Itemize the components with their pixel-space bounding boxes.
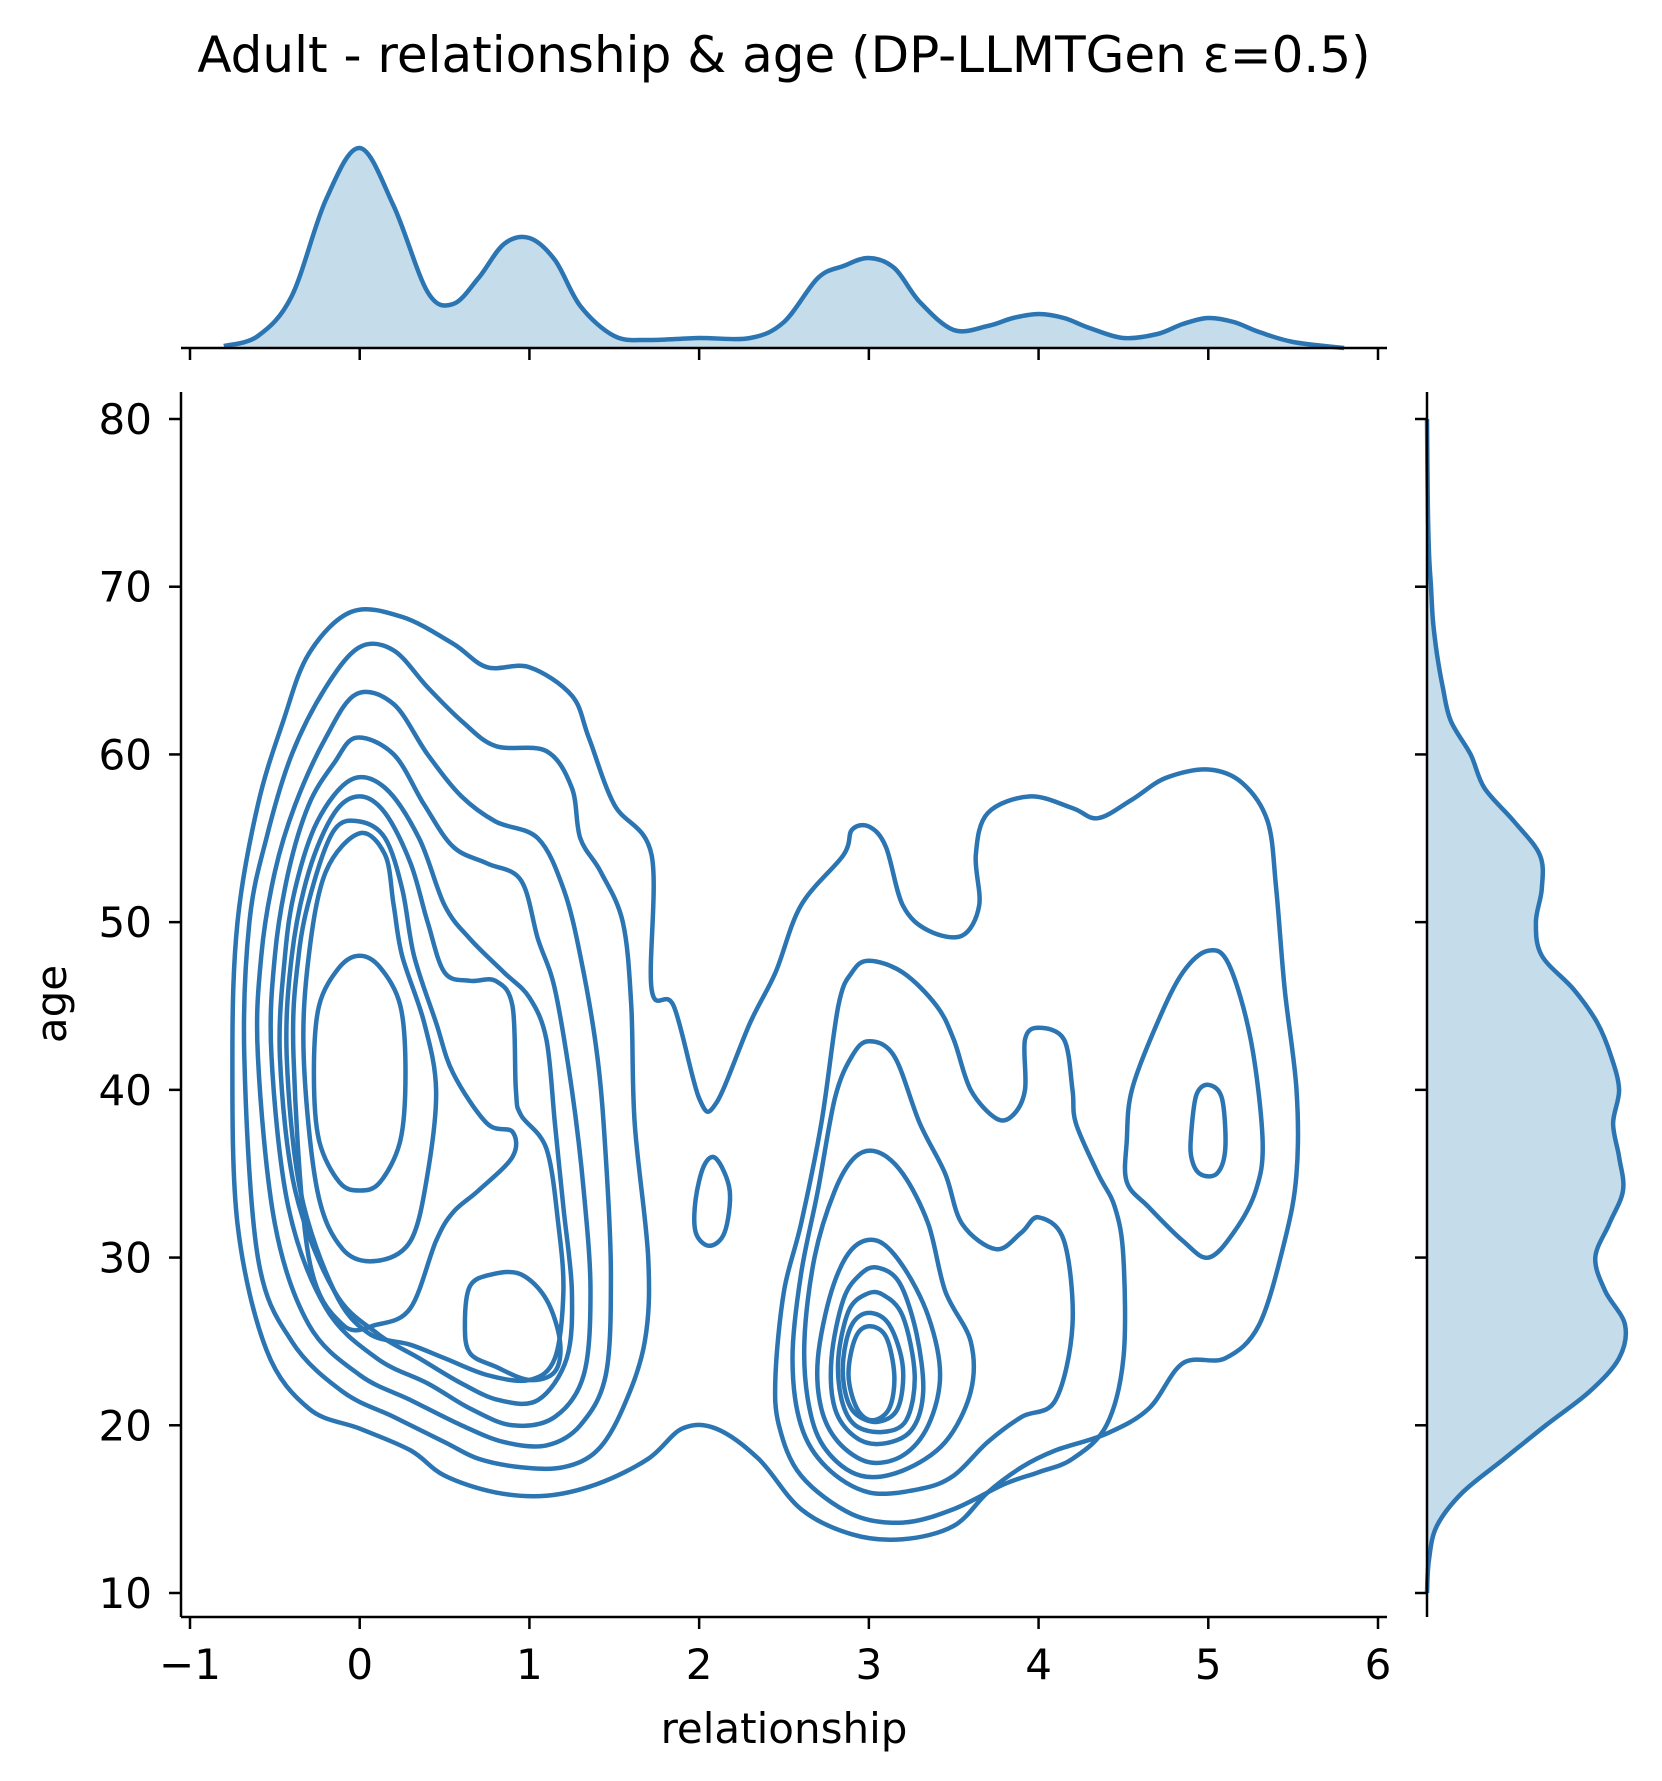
kde-contours <box>230 607 1301 1543</box>
y-marginal-density-line <box>1424 418 1629 1594</box>
kde-contour-21 <box>1188 1082 1228 1179</box>
x-tick-label: 3 <box>855 1640 882 1689</box>
x-tick-label: −1 <box>159 1640 221 1689</box>
kde-contour-1 <box>230 607 1301 1543</box>
y-axis-ticks: 10 20 30 40 50 60 70 80 <box>99 395 181 1618</box>
kde-contour-10 <box>462 1269 563 1383</box>
chart-title: Adult - relationship & age (DP-LLMTGen ε… <box>197 26 1370 84</box>
x-marginal-density-fill <box>223 147 1345 348</box>
kde-contour-4 <box>268 735 593 1429</box>
x-tick-label: 0 <box>346 1640 373 1689</box>
y-tick-label: 10 <box>99 1569 152 1618</box>
y-tick-label: 50 <box>99 898 152 947</box>
x-tick-label: 4 <box>1025 1640 1052 1689</box>
kde-contour-8 <box>301 830 439 1264</box>
kde-contour-14 <box>801 1148 977 1480</box>
x-tick-label: 1 <box>516 1640 543 1689</box>
kde-contour-16 <box>828 1265 926 1447</box>
kde-contour-17 <box>835 1289 917 1435</box>
y-marginal-density-fill <box>1427 419 1626 1593</box>
kde-contour-7 <box>290 818 519 1333</box>
y-tick-label: 70 <box>99 563 152 612</box>
kde-contour-2 <box>241 641 652 1472</box>
x-tick-label: 2 <box>686 1640 713 1689</box>
y-tick-label: 60 <box>99 730 152 779</box>
kde-contour-15 <box>814 1237 943 1466</box>
kde-contour-11 <box>692 1154 733 1249</box>
kde-contour-18 <box>840 1310 906 1425</box>
y-tick-label: 20 <box>99 1401 152 1450</box>
kde-contour-9 <box>311 953 408 1193</box>
y-tick-label: 30 <box>99 1234 152 1283</box>
x-axis-ticks: −1 0 1 2 3 4 5 6 <box>159 1617 1391 1689</box>
kde-contour-6 <box>284 794 566 1384</box>
kde-contour-5 <box>277 774 575 1407</box>
y-tick-label: 40 <box>99 1066 152 1115</box>
kde-contour-3 <box>254 689 614 1449</box>
kde-contour-20 <box>1122 947 1265 1260</box>
kde-contour-19 <box>846 1324 897 1423</box>
kde-contour-13 <box>790 1038 1076 1497</box>
y-marginal-plot <box>1415 392 1629 1617</box>
x-tick-label: 6 <box>1365 1640 1392 1689</box>
y-marginal-ticks <box>1415 417 1427 1595</box>
x-tick-label: 5 <box>1195 1640 1222 1689</box>
x-axis-label: relationship <box>661 1704 908 1753</box>
x-marginal-density-line <box>223 145 1345 351</box>
x-marginal-plot <box>181 145 1387 360</box>
x-marginal-ticks <box>188 348 1380 360</box>
y-tick-label: 80 <box>99 395 152 444</box>
joint-plot: −1 0 1 2 3 4 5 6 10 20 30 40 50 60 70 80 <box>99 392 1391 1689</box>
y-axis-label: age <box>27 965 76 1043</box>
kde-contour-12 <box>772 958 1128 1526</box>
